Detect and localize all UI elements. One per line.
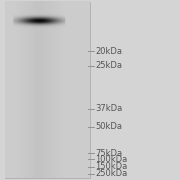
Text: 20kDa: 20kDa bbox=[95, 47, 122, 56]
Text: 250kDa: 250kDa bbox=[95, 169, 128, 178]
Text: 100kDa: 100kDa bbox=[95, 155, 128, 164]
Text: 150kDa: 150kDa bbox=[95, 162, 128, 171]
Text: 50kDa: 50kDa bbox=[95, 122, 122, 131]
Text: 25kDa: 25kDa bbox=[95, 61, 122, 70]
Text: 37kDa: 37kDa bbox=[95, 104, 123, 113]
Text: 75kDa: 75kDa bbox=[95, 149, 123, 158]
Bar bbox=[5, 2, 90, 178]
